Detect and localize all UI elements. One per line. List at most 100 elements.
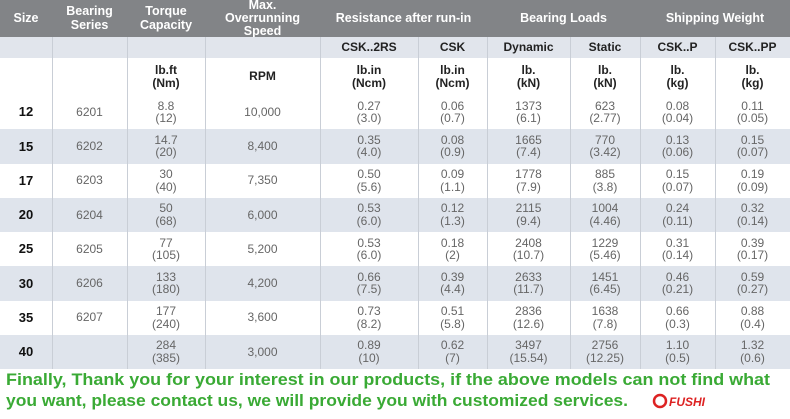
value: (7.5) <box>356 282 382 297</box>
value: 4,200 <box>247 276 278 291</box>
value-cell: 30 (40) <box>127 164 205 198</box>
value-cell: 0.27 (3.0) <box>320 95 418 129</box>
value: 0.24 <box>665 201 690 216</box>
value: (0.06) <box>661 145 694 160</box>
value-cell: 0.15 (0.07) <box>640 164 715 198</box>
value-cell: 0.66 (7.5) <box>320 266 418 301</box>
size: 40 <box>18 344 34 360</box>
value-cell: 0.15 (0.07) <box>715 129 790 164</box>
value: (7.9) <box>516 179 541 194</box>
unit-cell: RPM <box>205 58 320 95</box>
size-cell: 15 <box>0 129 52 164</box>
unit-cell: lb. (kN) <box>570 58 640 95</box>
value: (385) <box>151 350 180 365</box>
value: (4.4) <box>440 282 465 297</box>
value: (1.1) <box>440 179 465 194</box>
value: (7) <box>445 350 460 365</box>
value: 2408 <box>515 235 542 250</box>
value: 5,200 <box>247 241 278 256</box>
column-line <box>570 37 571 369</box>
size-cell: 30 <box>0 266 52 301</box>
value-cell: 0.11 (0.05) <box>715 95 790 129</box>
value: 0.31 <box>665 235 690 250</box>
value: (5.6) <box>356 179 382 194</box>
value: (180) <box>151 282 180 297</box>
value-cell: 0.53 (6.0) <box>320 232 418 266</box>
value: (0.09) <box>736 179 769 194</box>
value: 0.15 <box>740 132 765 147</box>
size: 15 <box>18 138 34 154</box>
value: 1373 <box>515 98 542 113</box>
size-cell: 17 <box>0 164 52 198</box>
value-cell: 623 (2.77) <box>570 95 640 129</box>
unit-text: lb. <box>521 62 536 77</box>
value: 1.10 <box>665 338 690 353</box>
value: (8.2) <box>356 316 382 331</box>
unit-cell: lb.ft (Nm) <box>127 58 205 95</box>
value-cell: 0.08 (0.04) <box>640 95 715 129</box>
value-cell: 1778 (7.9) <box>487 164 570 198</box>
header-text: Bearing Series <box>66 4 113 32</box>
value: (3.42) <box>589 145 621 160</box>
value: 0.08 <box>440 132 465 147</box>
value: 0.35 <box>357 132 381 147</box>
value: 50 <box>159 201 173 216</box>
sub-header: Dynamic <box>487 37 570 58</box>
unit-text: (Ncm) <box>351 75 386 90</box>
value: 0.06 <box>440 98 465 113</box>
value: 0.13 <box>665 132 690 147</box>
unit-text: lb. <box>670 62 685 77</box>
series: 6203 <box>76 173 103 188</box>
value-cell: 2756 (12.25) <box>570 334 640 369</box>
value-cell: 0.62 (7) <box>418 334 487 369</box>
value: 8.8 <box>157 98 175 113</box>
value-cell: 0.39 (0.17) <box>715 232 790 266</box>
value: 0.12 <box>440 201 465 216</box>
value: (0.9) <box>440 145 465 160</box>
value: 0.32 <box>740 201 765 216</box>
value: 8,400 <box>247 139 278 154</box>
series-cell: 6201 <box>52 95 127 129</box>
value: 0.15 <box>665 167 690 182</box>
value-cell: 3,600 <box>205 301 320 335</box>
value-cell: 133 (180) <box>127 266 205 301</box>
value-cell: 5,200 <box>205 232 320 266</box>
header-text: Resistance after run-in <box>335 10 472 25</box>
value: 0.89 <box>357 338 381 353</box>
value-cell: 8,400 <box>205 129 320 164</box>
value-cell: 50 (68) <box>127 197 205 232</box>
value: 0.66 <box>665 304 690 319</box>
sub-header-text: Dynamic <box>503 40 554 55</box>
value-cell: 6,000 <box>205 197 320 232</box>
value-cell: 14.7 (20) <box>127 129 205 164</box>
value-cell: 0.66 (0.3) <box>640 301 715 335</box>
value: 77 <box>159 235 173 250</box>
header-text: Torque Capacity <box>139 4 193 32</box>
value: 3,000 <box>247 344 278 359</box>
value: (105) <box>151 248 180 263</box>
value: 770 <box>594 132 616 147</box>
value: 0.11 <box>741 98 764 113</box>
value: (15.54) <box>509 350 548 365</box>
value: 0.59 <box>740 269 765 284</box>
value: (6.1) <box>516 111 541 126</box>
value-cell: 0.35 (4.0) <box>320 129 418 164</box>
value-cell: 0.08 (0.9) <box>418 129 487 164</box>
series-cell: 6206 <box>52 266 127 301</box>
unit-text: lb.in <box>440 62 465 77</box>
size-cell: 35 <box>0 301 52 335</box>
value: 284 <box>155 338 177 353</box>
value: (0.14) <box>661 248 694 263</box>
value-cell: 1373 (6.1) <box>487 95 570 129</box>
header-cell <box>0 37 320 58</box>
value-cell: 284 (385) <box>127 334 205 369</box>
header-text: Shipping Weight <box>665 10 765 25</box>
unit-text: (Ncm) <box>435 75 470 90</box>
value-cell: 77 (105) <box>127 232 205 266</box>
value: (6.45) <box>589 282 621 297</box>
value: 1.32 <box>740 338 765 353</box>
header-cell: Max. Overrunning Speed <box>205 0 320 38</box>
value: 2115 <box>515 201 542 216</box>
unit-text: (kN) <box>593 75 617 90</box>
value-cell: 1451 (6.45) <box>570 266 640 301</box>
